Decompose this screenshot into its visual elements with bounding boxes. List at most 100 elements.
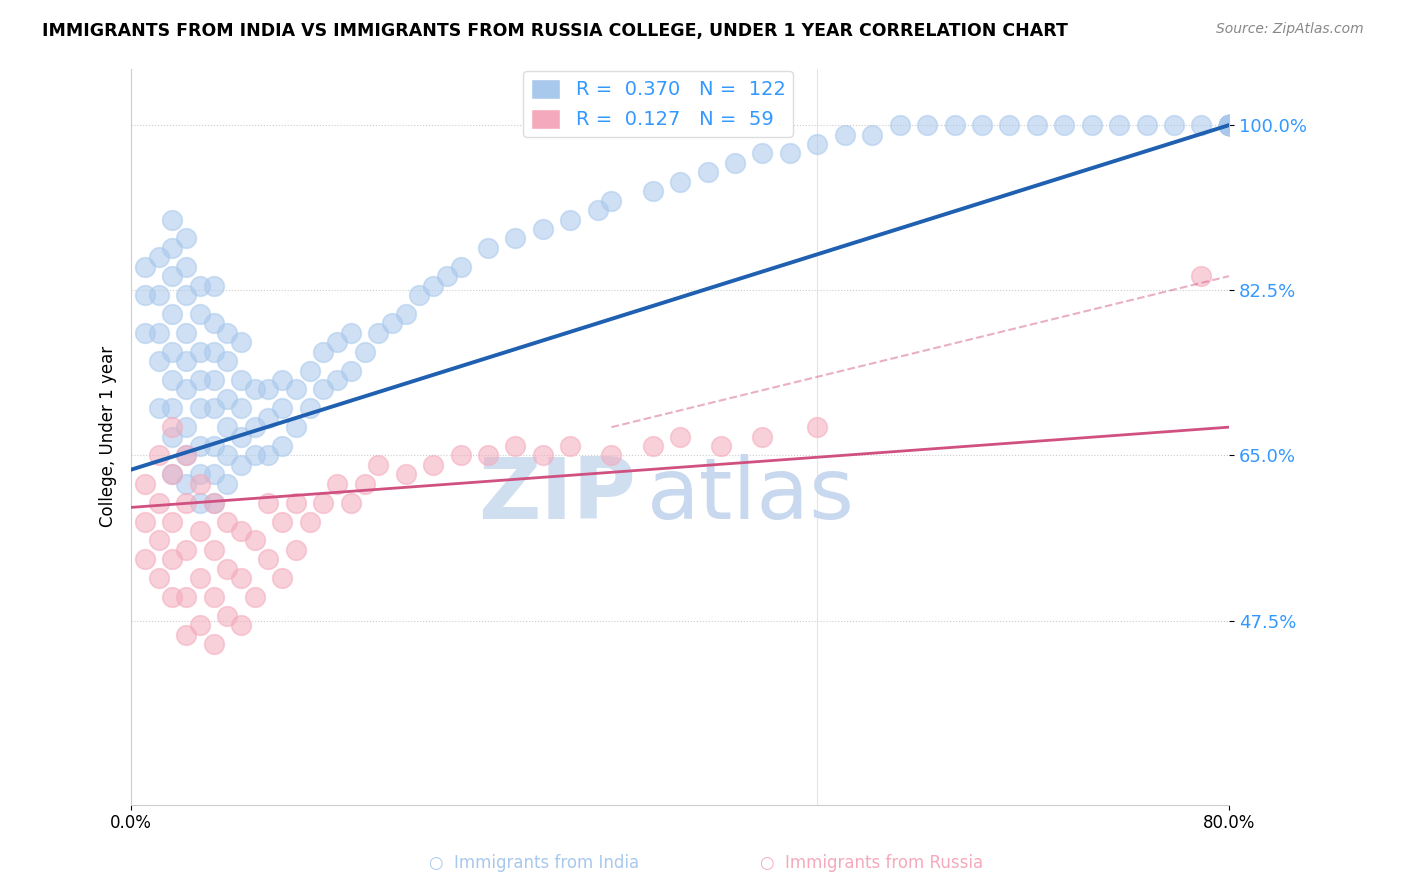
- Point: [271, 373, 294, 387]
- Point: [560, 439, 582, 453]
- Point: [202, 590, 225, 604]
- Point: [217, 420, 239, 434]
- Point: [162, 373, 184, 387]
- Point: [586, 203, 609, 218]
- Point: [229, 373, 252, 387]
- Point: [188, 344, 211, 359]
- Point: [202, 344, 225, 359]
- Point: [188, 307, 211, 321]
- Y-axis label: College, Under 1 year: College, Under 1 year: [100, 346, 117, 527]
- Point: [174, 326, 197, 340]
- Point: [257, 552, 280, 566]
- Text: ○  Immigrants from Russia: ○ Immigrants from Russia: [761, 855, 983, 872]
- Point: [600, 449, 623, 463]
- Point: [395, 467, 418, 482]
- Point: [202, 637, 225, 651]
- Point: [257, 410, 280, 425]
- Point: [148, 288, 170, 302]
- Point: [271, 401, 294, 416]
- Point: [1218, 118, 1240, 132]
- Point: [284, 383, 307, 397]
- Point: [188, 278, 211, 293]
- Point: [174, 449, 197, 463]
- Point: [600, 194, 623, 208]
- Point: [148, 449, 170, 463]
- Point: [298, 363, 321, 377]
- Point: [436, 269, 458, 284]
- Point: [174, 476, 197, 491]
- Point: [395, 307, 418, 321]
- Point: [353, 476, 375, 491]
- Point: [450, 449, 472, 463]
- Point: [284, 542, 307, 557]
- Point: [1218, 118, 1240, 132]
- Point: [1218, 118, 1240, 132]
- Point: [1218, 118, 1240, 132]
- Point: [174, 590, 197, 604]
- Point: [505, 439, 527, 453]
- Point: [1163, 118, 1185, 132]
- Point: [271, 439, 294, 453]
- Point: [710, 439, 733, 453]
- Point: [860, 128, 883, 142]
- Point: [1053, 118, 1076, 132]
- Point: [889, 118, 911, 132]
- Point: [751, 146, 773, 161]
- Point: [243, 420, 266, 434]
- Point: [217, 608, 239, 623]
- Point: [188, 373, 211, 387]
- Point: [188, 524, 211, 538]
- Point: [312, 496, 335, 510]
- Point: [271, 571, 294, 585]
- Point: [724, 156, 747, 170]
- Point: [1218, 118, 1240, 132]
- Point: [174, 231, 197, 245]
- Point: [1025, 118, 1047, 132]
- Point: [188, 496, 211, 510]
- Point: [202, 496, 225, 510]
- Point: [943, 118, 966, 132]
- Point: [229, 429, 252, 443]
- Point: [1218, 118, 1240, 132]
- Point: [1108, 118, 1130, 132]
- Point: [367, 326, 389, 340]
- Point: [174, 628, 197, 642]
- Point: [162, 401, 184, 416]
- Point: [202, 316, 225, 330]
- Point: [162, 307, 184, 321]
- Point: [696, 165, 718, 179]
- Point: [134, 552, 156, 566]
- Point: [284, 420, 307, 434]
- Point: [422, 278, 444, 293]
- Point: [202, 439, 225, 453]
- Point: [229, 571, 252, 585]
- Point: [134, 260, 156, 274]
- Point: [998, 118, 1021, 132]
- Point: [312, 383, 335, 397]
- Point: [641, 184, 664, 198]
- Point: [162, 420, 184, 434]
- Point: [257, 496, 280, 510]
- Point: [162, 515, 184, 529]
- Text: IMMIGRANTS FROM INDIA VS IMMIGRANTS FROM RUSSIA COLLEGE, UNDER 1 YEAR CORRELATIO: IMMIGRANTS FROM INDIA VS IMMIGRANTS FROM…: [42, 22, 1069, 40]
- Point: [162, 212, 184, 227]
- Point: [162, 269, 184, 284]
- Point: [339, 496, 361, 510]
- Point: [188, 439, 211, 453]
- Point: [174, 420, 197, 434]
- Point: [669, 175, 692, 189]
- Point: [134, 326, 156, 340]
- Point: [174, 449, 197, 463]
- Point: [188, 571, 211, 585]
- Point: [751, 429, 773, 443]
- Point: [298, 515, 321, 529]
- Point: [257, 449, 280, 463]
- Point: [148, 354, 170, 368]
- Point: [188, 467, 211, 482]
- Point: [450, 260, 472, 274]
- Point: [148, 533, 170, 548]
- Point: [531, 449, 554, 463]
- Text: ○  Immigrants from India: ○ Immigrants from India: [429, 855, 640, 872]
- Point: [1191, 269, 1213, 284]
- Point: [162, 429, 184, 443]
